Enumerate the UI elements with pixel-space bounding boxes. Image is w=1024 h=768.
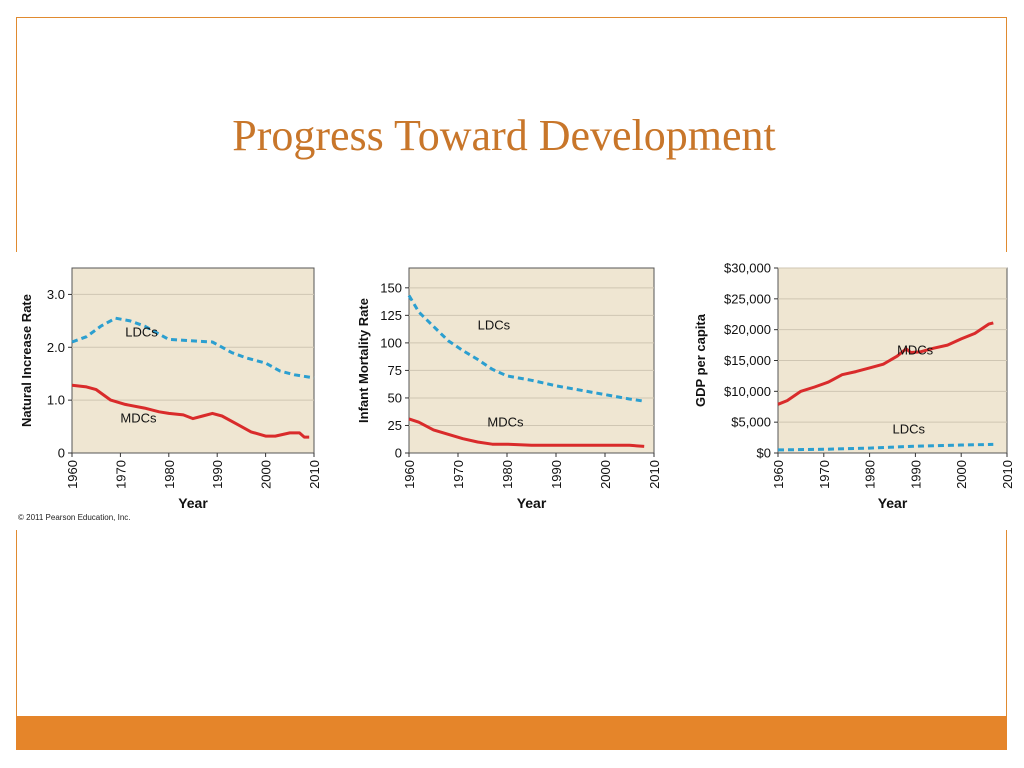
x-tick-label: 2010 [1000, 460, 1015, 489]
y-tick-label: 150 [380, 280, 402, 295]
y-tick-label: $30,000 [724, 261, 771, 276]
x-tick-label: 1970 [113, 460, 128, 489]
series-line-ldcs [777, 442, 994, 452]
x-axis-label: Year [517, 495, 547, 511]
series-annotation: LDCs [125, 325, 158, 340]
x-tick-label: 2000 [259, 460, 274, 489]
y-axis-label: GDP per capita [693, 313, 708, 407]
plot-area [408, 267, 655, 454]
x-tick-label: 1980 [162, 460, 177, 489]
y-axis-label: Natural Increase Rate [19, 294, 34, 427]
y-tick-label: 2.0 [47, 340, 65, 355]
x-tick-label: 2010 [307, 460, 322, 489]
y-tick-label: 125 [380, 308, 402, 323]
x-tick-label: 1990 [210, 460, 225, 489]
y-tick-label: 0 [395, 446, 402, 461]
series-line-mdcs [71, 383, 310, 439]
x-tick-label: 1980 [500, 460, 515, 489]
footer-accent-bar [16, 716, 1007, 750]
y-tick-label: $0 [757, 446, 771, 461]
y-tick-label: 25 [388, 418, 402, 433]
y-tick-label: 0 [58, 446, 65, 461]
plot-area [71, 267, 315, 454]
series-line-mdcs [408, 417, 645, 448]
x-axis-label: Year [178, 495, 208, 511]
x-tick-label: 1990 [549, 460, 564, 489]
series-line-mdcs [777, 321, 994, 406]
x-axis-label: Year [878, 495, 908, 511]
x-tick-label: 2010 [647, 460, 662, 489]
y-tick-label: 1.0 [47, 393, 65, 408]
y-tick-label: 100 [380, 335, 402, 350]
series-annotation: MDCs [120, 410, 157, 425]
y-axis-label: Infant Mortality Rate [356, 298, 371, 423]
y-tick-label: $15,000 [724, 353, 771, 368]
slide-frame-top [16, 17, 1007, 18]
series-line-ldcs [71, 316, 315, 380]
series-annotation: MDCs [897, 342, 934, 357]
y-tick-label: $5,000 [731, 415, 771, 430]
series-line-ldcs [407, 294, 645, 403]
chart-natural-increase: 0 1.0 2.0 3.0 1960 1970 1980 1990 2000 2010 Year Na… [19, 267, 322, 511]
y-tick-label: $10,000 [724, 384, 771, 399]
y-tick-label: $25,000 [724, 291, 771, 306]
y-tick-label: 3.0 [47, 287, 65, 302]
x-tick-label: 1980 [863, 460, 878, 489]
series-annotation: MDCs [487, 415, 524, 430]
x-tick-label: 2000 [598, 460, 613, 489]
series-annotation: LDCs [893, 421, 926, 436]
x-tick-label: 2000 [954, 460, 969, 489]
x-tick-label: 1970 [817, 460, 832, 489]
x-tick-label: 1970 [451, 460, 466, 489]
x-tick-label: 1960 [402, 460, 417, 489]
x-tick-label: 1960 [771, 460, 786, 489]
chart-infant-mortality: 0 25 50 75 100 125 150 1960 1970 1980 1990 2000 2010… [356, 267, 662, 511]
slide-title: Progress Toward Development [232, 111, 776, 160]
y-tick-label: 75 [388, 363, 402, 378]
chart-gdp-per-capita: $0 $5,000 $10,000 $15,000 $20,000 $25,000 $30,… [693, 261, 1015, 512]
y-tick-label: $20,000 [724, 322, 771, 337]
x-tick-label: 1990 [908, 460, 923, 489]
y-tick-label: 50 [388, 390, 402, 405]
x-tick-label: 1960 [65, 460, 80, 489]
copyright-notice: © 2011 Pearson Education, Inc. [18, 513, 131, 522]
series-annotation: LDCs [478, 318, 511, 333]
